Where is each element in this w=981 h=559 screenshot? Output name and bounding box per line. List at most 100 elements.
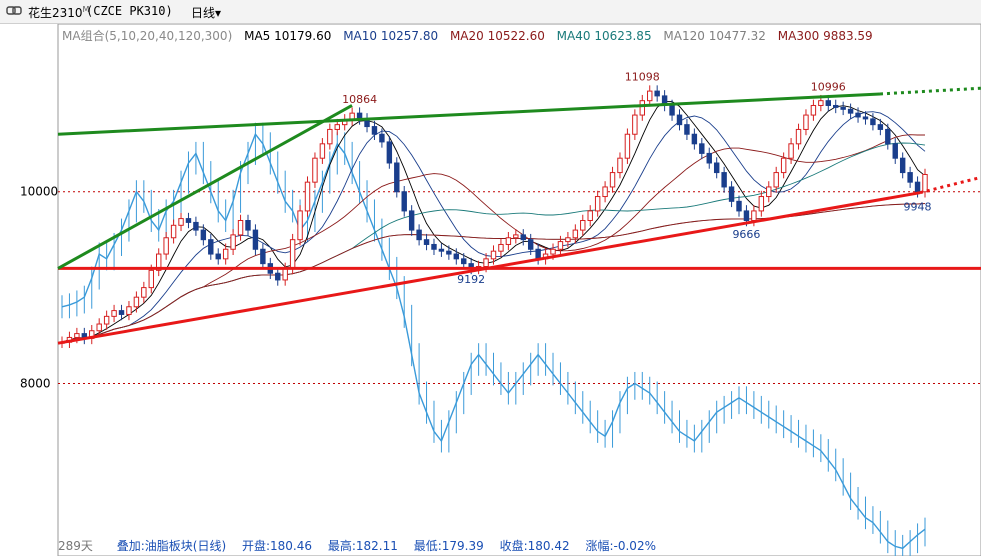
candle-body <box>885 128 891 145</box>
legend-ma10: MA10 10257.80 <box>343 29 439 43</box>
legend-ma20: MA20 10522.60 <box>449 29 545 43</box>
candle-body <box>833 104 839 108</box>
candle-body <box>461 258 467 265</box>
candle-body <box>535 248 541 260</box>
candle-body <box>669 104 675 116</box>
candle-body <box>446 250 452 255</box>
candle-body <box>379 133 385 143</box>
resistance-trend-extension <box>879 86 981 96</box>
candle-body <box>498 243 504 252</box>
candle-body <box>758 196 765 212</box>
candle-body <box>684 124 690 135</box>
footer-bar: 289天 叠加:油脂板块(日线) 开盘:180.46 最高:182.11 最低:… <box>58 537 668 554</box>
candle-body <box>386 141 393 164</box>
candle-body <box>148 269 154 289</box>
candle-body <box>751 210 757 222</box>
candle-body <box>408 210 415 231</box>
candle-body <box>818 100 824 106</box>
candle-body <box>520 234 526 241</box>
resistance-trend-line <box>57 92 881 136</box>
rising-trend-line <box>57 104 353 270</box>
main-contract-marker: M <box>82 5 90 14</box>
candle-body <box>178 218 184 226</box>
candle-body <box>118 310 125 315</box>
candle-body <box>914 181 921 193</box>
candle-body <box>74 333 80 338</box>
candle-body <box>103 315 110 325</box>
candle-body <box>304 181 311 212</box>
candle-body <box>230 234 236 250</box>
candle-body <box>870 118 876 126</box>
price-annotation: 9948 <box>904 201 932 214</box>
candle-body <box>639 100 646 116</box>
candle-body <box>156 253 162 271</box>
candle-body <box>505 237 512 245</box>
candle-body <box>141 287 147 298</box>
candle-body <box>803 114 809 130</box>
candle-body <box>892 143 898 159</box>
period-label: 日线 <box>191 6 216 20</box>
candle-body <box>237 220 244 236</box>
price-annotation: 9192 <box>457 273 485 286</box>
candle-body <box>260 248 266 265</box>
candle-body <box>572 229 579 239</box>
candle-body <box>453 253 460 260</box>
candle-body <box>550 248 556 255</box>
legend-ma5: MA5 10179.60 <box>244 29 332 43</box>
candle-body <box>416 229 422 241</box>
high-value: 最高:182.11 <box>327 539 398 553</box>
candle-body <box>773 172 779 188</box>
candle-body <box>200 229 207 241</box>
period-select[interactable]: 日线▾ <box>191 4 221 21</box>
instrument-code: (CZCE PK310) <box>86 4 173 18</box>
price-annotation: 10864 <box>342 93 377 106</box>
candle-body <box>840 106 846 110</box>
candle-body <box>483 258 489 268</box>
candle-body <box>899 157 906 174</box>
candle-body <box>580 220 586 231</box>
candle-body <box>170 224 177 239</box>
candle-body <box>96 323 102 332</box>
legend-group[interactable]: MA组合(5,10,20,40,120,300) <box>62 29 233 43</box>
candle-body <box>401 191 407 212</box>
candle-body <box>527 239 534 250</box>
price-annotation: 11098 <box>625 70 660 83</box>
candle-body <box>587 210 593 222</box>
y-tick-label: 8000 <box>20 376 51 390</box>
link-icon[interactable] <box>6 4 22 18</box>
candle-body <box>706 152 712 164</box>
price-chart[interactable]: 10864 11098 10996 9192 9666 9948 10000 8000 <box>0 23 981 559</box>
candle-body <box>394 162 400 193</box>
candle-body <box>319 143 326 159</box>
candle-body <box>602 186 608 198</box>
chart-area[interactable]: 10864 11098 10996 9192 9666 9948 10000 8000 <box>0 23 981 559</box>
candle-body <box>133 296 140 308</box>
candle-body <box>215 253 221 260</box>
candle-body <box>624 133 631 159</box>
candle-body <box>736 200 742 212</box>
candle-body <box>780 157 787 174</box>
ma-legend: MA组合(5,10,20,40,120,300) MA5 10179.60 MA… <box>62 27 881 44</box>
candle-body <box>557 241 564 250</box>
price-annotation: 10996 <box>811 80 846 93</box>
y-tick-label: 10000 <box>20 185 58 199</box>
candle-body <box>423 239 430 245</box>
candle-body <box>252 229 259 250</box>
candle-body <box>676 114 683 126</box>
candle-body <box>282 267 288 281</box>
candle-body <box>312 157 318 183</box>
candle-body <box>855 112 861 118</box>
legend-ma120: MA120 10477.32 <box>663 29 766 43</box>
candle-body <box>713 162 720 174</box>
candle-body <box>185 218 192 223</box>
candle-body <box>275 272 281 281</box>
candle-body <box>431 243 437 250</box>
candle-body <box>594 196 601 212</box>
legend-ma300: MA300 9883.59 <box>777 29 873 43</box>
open-value: 开盘:180.46 <box>241 539 313 553</box>
candle-body <box>907 172 913 183</box>
overlay-label: 叠加:油脂板块(日线) <box>116 539 227 553</box>
candle-body <box>743 210 750 222</box>
candle-body <box>609 172 616 188</box>
candle-body <box>193 221 199 231</box>
